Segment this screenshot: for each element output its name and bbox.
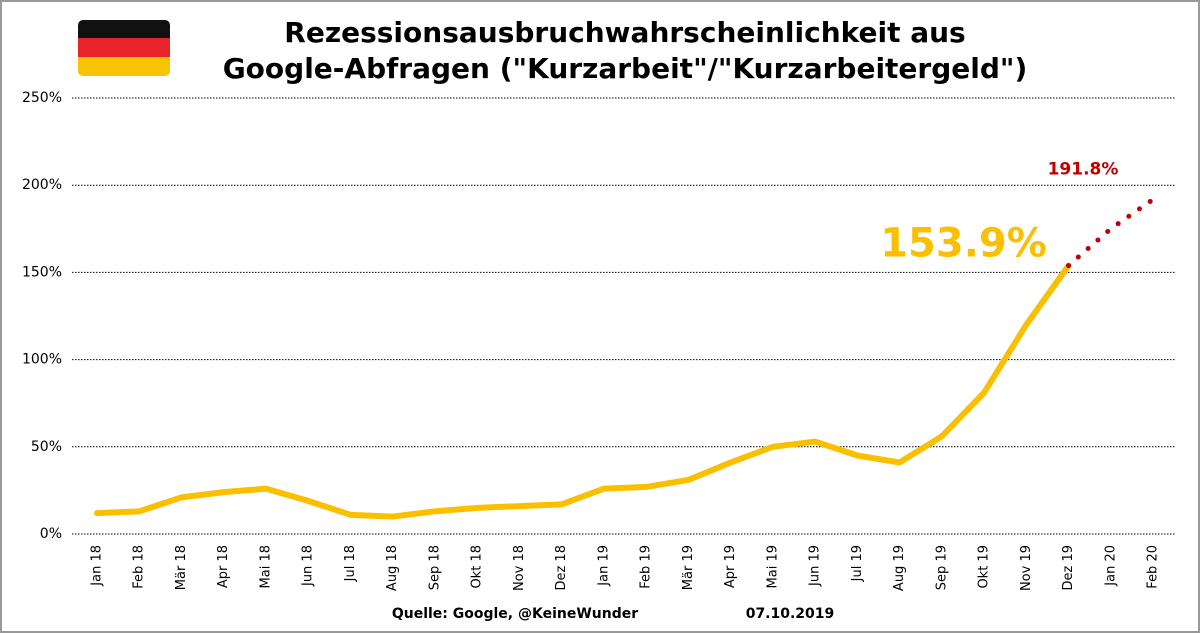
x-tick-label: Okt 18 [470,545,485,589]
x-tick-label: Mär 18 [174,545,189,590]
x-tick-label: Okt 19 [977,545,992,589]
date: 07.10.2019 [746,606,835,622]
flag-black-fill [78,32,170,38]
x-tick-label: Sep 19 [934,545,949,590]
x-tick-label: Dez 19 [1061,545,1076,591]
x-tick-label: Aug 18 [385,545,400,591]
x-tick-label: Dez 18 [554,545,569,591]
y-tick-label: 100% [22,352,62,368]
x-tick-label: Apr 18 [216,545,231,588]
x-tick-label: Jan 18 [90,545,105,587]
series-line [94,262,1072,520]
chart-title: Rezessionsausbruchwahrscheinlichkeit aus [284,16,965,49]
x-tick-label: Mai 19 [765,545,780,588]
value-label: 191.8% [1048,160,1119,180]
y-tick-label: 50% [31,439,62,455]
y-tick-label: 200% [22,177,62,193]
x-tick-label: Aug 19 [892,545,907,591]
x-tick-label: Jan 19 [596,545,611,587]
x-tick-label: Jun 18 [301,545,316,587]
series-line [1066,197,1156,269]
source: Quelle: Google, @KeineWunder [392,606,638,622]
flag-gold-fill [78,57,170,63]
y-tick-label: 150% [22,264,62,280]
x-tick-label: Jun 19 [808,545,823,587]
x-tick-label: Feb 20 [1146,545,1161,589]
chart-title: Google-Abfragen ("Kurzarbeit"/"Kurzarbei… [223,52,1028,85]
y-tick-label: 250% [22,90,62,106]
x-tick-label: Jul 19 [850,545,865,582]
flag-red [78,38,170,57]
value-label: 153.9% [880,221,1047,267]
x-tick-label: Feb 18 [132,545,147,589]
flag [78,20,170,76]
x-tick-label: Feb 19 [639,545,654,589]
x-tick-label: Nov 19 [1019,545,1034,591]
x-tick-label: Nov 18 [512,545,527,591]
x-tick-label: Jul 18 [343,545,358,582]
x-tick-label: Sep 18 [427,545,442,590]
x-tick-label: Mai 18 [258,545,273,588]
x-tick-label: Mär 19 [681,545,696,590]
y-tick-label: 0% [40,526,62,542]
x-tick-label: Apr 19 [723,545,738,588]
x-tick-label: Jan 20 [1103,545,1118,587]
